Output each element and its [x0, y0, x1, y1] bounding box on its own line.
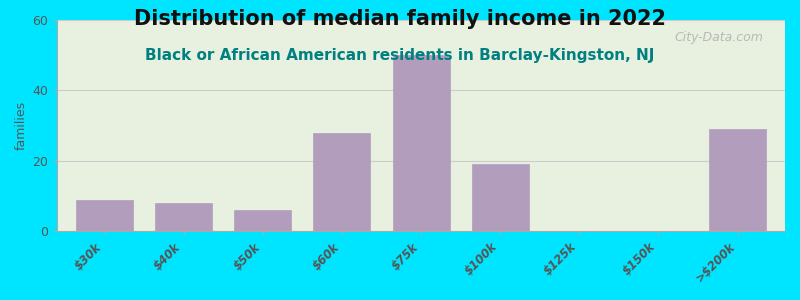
Bar: [155, 203, 212, 231]
Text: Black or African American residents in Barclay-Kingston, NJ: Black or African American residents in B…: [146, 48, 654, 63]
Text: City-Data.com: City-Data.com: [674, 31, 763, 44]
Bar: [314, 133, 370, 231]
Y-axis label: families: families: [15, 101, 28, 150]
Bar: [472, 164, 529, 231]
Text: Distribution of median family income in 2022: Distribution of median family income in …: [134, 9, 666, 29]
Bar: [393, 55, 450, 231]
Bar: [76, 200, 133, 231]
Bar: [709, 129, 766, 231]
Bar: [234, 210, 291, 231]
